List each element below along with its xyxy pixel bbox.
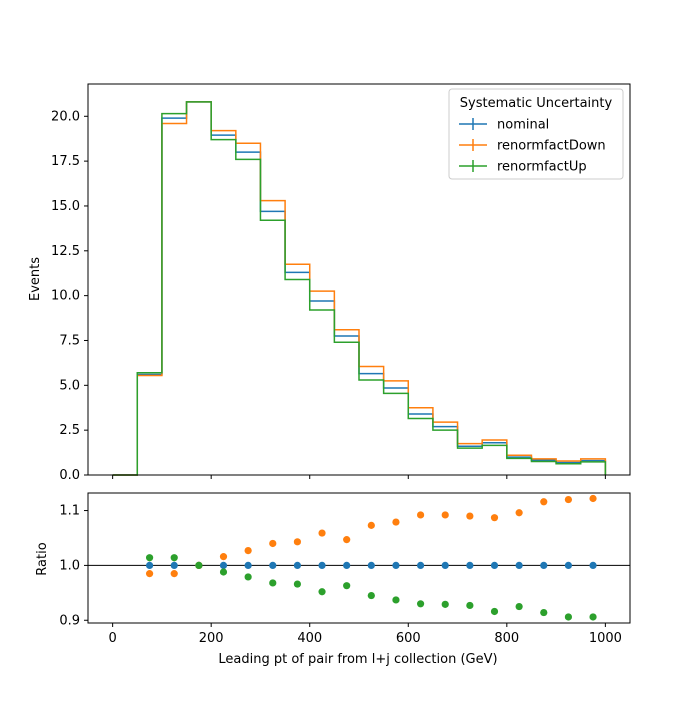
ratio-y-tick-label: 1.0 (59, 558, 80, 573)
ratio-series-renormfactDown (145, 494, 597, 578)
x-tick-label: 400 (297, 631, 322, 646)
ratio-point-renormfactUp (515, 602, 523, 611)
legend-box (448, 88, 624, 180)
ratio-point-renormfactDown (145, 570, 154, 578)
top-y-tick-label: 0.0 (59, 468, 80, 483)
ratio-point-nominal (170, 561, 178, 570)
ratio-point-nominal (441, 561, 449, 570)
ratio-point-renormfactDown (589, 494, 597, 503)
legend-label-renormfactUp: renormfactUp (497, 160, 587, 175)
legend-title: Systematic Uncertainty (460, 96, 613, 111)
ratio-point-renormfactUp (244, 573, 252, 581)
x-tick-label: 1000 (589, 631, 622, 646)
ratio-point-renormfactDown (490, 514, 499, 522)
top-y-tick-label: 12.5 (51, 244, 80, 259)
top-y-tick-label: 7.5 (59, 333, 80, 348)
ratio-point-nominal (589, 561, 597, 570)
top-y-tick-label: 17.5 (51, 154, 80, 169)
ratio-point-renormfactUp (540, 608, 548, 617)
ratio-point-renormfactDown (515, 509, 523, 517)
ratio-point-renormfactDown (293, 538, 302, 546)
ratio-point-renormfactDown (564, 495, 573, 504)
ratio-point-renormfactUp (466, 601, 474, 610)
ratio-point-nominal (318, 561, 326, 570)
ratio-point-renormfactDown (416, 511, 425, 519)
ratio-point-renormfactUp (269, 579, 277, 587)
ratio-series-renormfactUp (145, 554, 597, 621)
ratio-y-tick-label: 1.1 (59, 504, 80, 519)
ratio-point-renormfactUp (441, 600, 449, 608)
ratio-point-renormfactUp (490, 607, 499, 616)
ratio-point-nominal (343, 561, 351, 570)
ratio-point-nominal (219, 561, 228, 570)
ratio-panel: 0.9 1.0 1.1 0 200 400 600 800 1000 (59, 492, 631, 646)
ratio-point-renormfactUp (145, 554, 154, 562)
ratio-point-renormfactUp (219, 568, 228, 576)
ratio-point-renormfactDown (219, 553, 228, 561)
ratio-point-nominal (466, 561, 474, 570)
ratio-point-renormfactDown (318, 529, 326, 537)
x-tick-label: 800 (494, 631, 519, 646)
ratio-point-renormfactUp (416, 600, 425, 608)
ratio-point-renormfactDown (343, 536, 351, 544)
x-tick-label: 200 (199, 631, 224, 646)
ratio-point-renormfactUp (589, 613, 597, 621)
ratio-point-nominal (515, 561, 523, 570)
main-histogram-panel: 0.0 2.5 5.0 7.5 10.0 12.5 15.0 17.5 20.0 (51, 83, 631, 483)
ratio-point-nominal (416, 561, 425, 570)
ratio-point-renormfactDown (170, 570, 178, 578)
ratio-point-renormfactDown (269, 539, 277, 548)
ratio-point-renormfactUp (293, 580, 302, 588)
ratio-point-nominal (145, 561, 154, 570)
top-y-tick-label: 10.0 (51, 289, 80, 304)
legend-label-nominal: nominal (497, 118, 549, 133)
top-y-tick-label: 5.0 (59, 378, 80, 393)
ratio-axes-frame (87, 492, 631, 624)
ratio-point-renormfactUp (195, 561, 203, 570)
ratio-y-tick-label: 0.9 (59, 613, 80, 628)
x-tick-label: 0 (108, 631, 116, 646)
ratio-point-renormfactUp (343, 582, 351, 590)
ratio-point-renormfactUp (170, 554, 178, 562)
ratio-point-nominal (367, 561, 375, 570)
top-y-tick-label: 20.0 (51, 109, 80, 124)
ratio-point-nominal (244, 561, 252, 570)
ratio-point-renormfactUp (318, 588, 326, 596)
ratio-point-nominal (540, 561, 548, 570)
ratio-point-renormfactUp (392, 596, 400, 604)
ratio-point-renormfactDown (244, 546, 252, 555)
ratio-point-renormfactDown (392, 518, 400, 526)
legend-entry-renormfactDown: renormfactDown (459, 139, 606, 154)
histogram-line-renormfactUp (112, 101, 607, 476)
ratio-point-nominal (564, 561, 573, 570)
ratio-point-renormfactUp (564, 613, 573, 621)
legend-entry-renormfactUp: renormfactUp (459, 160, 587, 175)
ratio-point-nominal (269, 561, 277, 570)
ratio-point-renormfactDown (540, 498, 548, 506)
ratio-point-renormfactDown (441, 511, 449, 519)
series-renormfactUp (112, 101, 607, 476)
ratio-point-renormfactDown (466, 512, 474, 520)
legend-label-renormfactDown: renormfactDown (497, 139, 606, 154)
top-y-tick-label: 15.0 (51, 199, 80, 214)
legend-entry-nominal: nominal (459, 118, 549, 133)
x-axis-label: Leading pt of pair from l+j collection (… (218, 652, 497, 667)
top-axes-frame (87, 83, 631, 476)
ratio-point-nominal (293, 561, 302, 570)
x-tick-label: 600 (396, 631, 421, 646)
legend: Systematic Uncertainty nominal renormfactD… (448, 88, 624, 180)
ratio-point-nominal (392, 561, 400, 570)
ratio-point-renormfactDown (367, 521, 375, 529)
ratio-point-renormfactUp (367, 591, 375, 600)
top-y-tick-label: 2.5 (59, 423, 80, 438)
y-axis-label-ratio: Ratio (35, 542, 50, 575)
y-axis-label-events: Events (28, 257, 43, 301)
ratio-point-nominal (490, 561, 499, 570)
